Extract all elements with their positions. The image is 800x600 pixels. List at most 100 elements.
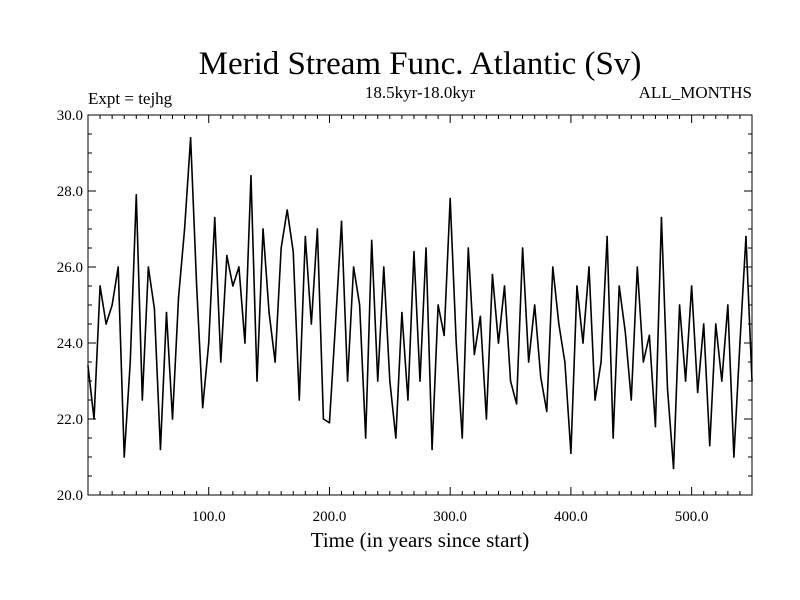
data-point bbox=[262, 228, 264, 230]
data-point bbox=[708, 444, 711, 447]
data-point bbox=[310, 323, 313, 325]
y-axis: 20.0 22.0 24.0 26.0 28.0 30.0 bbox=[57, 108, 752, 504]
y-tick-label: 20.0 bbox=[57, 488, 83, 504]
chart-subtitle: 18.5kyr-18.0kyr bbox=[365, 83, 475, 102]
x-axis-label: Time (in years since start) bbox=[311, 528, 530, 552]
data-point bbox=[515, 403, 518, 405]
y-tick-label: 26.0 bbox=[57, 260, 83, 276]
data-point bbox=[624, 330, 627, 333]
data-point bbox=[618, 285, 620, 287]
data-point bbox=[485, 418, 488, 420]
data-point bbox=[358, 304, 361, 306]
x-tick-label: 100.0 bbox=[192, 509, 226, 525]
data-point bbox=[509, 380, 512, 382]
data-point bbox=[467, 247, 470, 249]
data-point bbox=[141, 399, 144, 401]
data-point bbox=[407, 399, 409, 401]
data-point bbox=[473, 353, 476, 356]
data-point bbox=[111, 304, 113, 306]
data-point bbox=[503, 285, 506, 287]
data-point bbox=[721, 380, 723, 382]
data-point bbox=[165, 311, 168, 314]
data-point bbox=[238, 266, 240, 268]
data-point bbox=[298, 399, 301, 401]
data-point bbox=[733, 456, 735, 458]
data-point bbox=[672, 467, 675, 470]
data-point bbox=[648, 334, 651, 337]
data-point bbox=[570, 452, 572, 455]
data-point bbox=[654, 425, 657, 428]
data-point bbox=[220, 361, 222, 363]
data-point bbox=[370, 239, 373, 242]
data-point bbox=[449, 197, 451, 200]
data-point bbox=[696, 391, 699, 394]
data-point bbox=[183, 228, 186, 230]
data-point bbox=[606, 235, 608, 238]
data-point bbox=[250, 175, 252, 177]
data-point bbox=[213, 216, 216, 219]
data-point bbox=[751, 380, 753, 382]
data-point bbox=[201, 406, 204, 409]
months-label: ALL_MONTHS bbox=[639, 83, 752, 102]
data-point bbox=[256, 380, 258, 382]
data-point bbox=[684, 380, 687, 382]
data-point bbox=[636, 266, 639, 268]
data-point bbox=[382, 266, 385, 268]
data-point bbox=[497, 342, 500, 344]
data-point bbox=[189, 137, 192, 139]
data-point bbox=[690, 285, 693, 287]
data-point bbox=[117, 266, 119, 268]
data-point bbox=[714, 323, 717, 325]
data-point bbox=[376, 380, 379, 382]
data-point bbox=[642, 361, 645, 363]
data-point bbox=[727, 304, 729, 306]
data-point bbox=[322, 418, 325, 420]
data-point bbox=[479, 315, 482, 318]
data-point bbox=[745, 235, 747, 238]
data-point bbox=[232, 285, 234, 287]
data-point bbox=[153, 308, 156, 310]
data-point bbox=[346, 380, 349, 382]
data-point bbox=[425, 247, 427, 249]
data-point bbox=[455, 342, 458, 344]
data-point bbox=[286, 209, 289, 211]
data-point bbox=[395, 437, 397, 439]
data-point bbox=[533, 304, 536, 306]
data-point bbox=[437, 304, 439, 306]
x-axis: 100.0 200.0 300.0 400.0 500.0 bbox=[192, 115, 709, 525]
data-point bbox=[558, 323, 560, 325]
data-point bbox=[334, 323, 337, 325]
data-point bbox=[739, 342, 741, 344]
y-axis-minor-ticks bbox=[88, 133, 752, 477]
x-tick-label: 400.0 bbox=[554, 509, 588, 525]
data-point bbox=[93, 418, 95, 420]
data-point bbox=[135, 194, 138, 196]
data-point bbox=[352, 266, 355, 268]
data-point bbox=[268, 311, 270, 314]
y-tick-label: 22.0 bbox=[57, 412, 83, 428]
data-point bbox=[702, 323, 705, 325]
data-point bbox=[630, 399, 633, 401]
data-point bbox=[177, 296, 180, 299]
data-point bbox=[171, 418, 174, 420]
data-point bbox=[527, 361, 530, 363]
data-point bbox=[576, 285, 578, 287]
y-tick-label: 30.0 bbox=[57, 108, 83, 124]
data-point bbox=[545, 410, 548, 413]
data-point bbox=[340, 220, 343, 223]
data-point bbox=[244, 342, 246, 344]
data-point bbox=[600, 361, 602, 363]
data-point bbox=[588, 266, 590, 268]
data-point bbox=[419, 380, 421, 382]
data-point bbox=[105, 323, 107, 325]
data-point bbox=[274, 361, 276, 363]
data-point bbox=[280, 247, 282, 249]
data-point bbox=[612, 437, 614, 439]
data-point bbox=[594, 399, 596, 401]
data-point bbox=[660, 216, 663, 219]
data-point bbox=[364, 437, 367, 439]
data-point bbox=[129, 361, 132, 363]
data-point bbox=[461, 437, 464, 439]
data-point bbox=[401, 311, 403, 314]
